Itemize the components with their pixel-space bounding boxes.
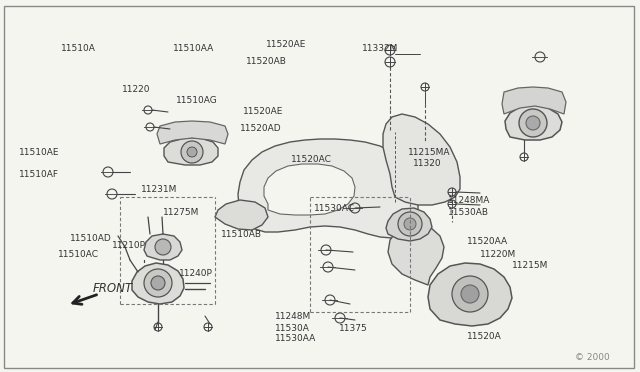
Text: 11510AB: 11510AB — [221, 230, 262, 239]
Text: 11520AE: 11520AE — [266, 40, 306, 49]
Text: 11520AB: 11520AB — [246, 57, 287, 66]
Polygon shape — [132, 263, 184, 304]
Text: 11332M: 11332M — [362, 44, 398, 53]
Text: 11240P: 11240P — [179, 269, 213, 278]
Circle shape — [519, 109, 547, 137]
Polygon shape — [215, 200, 268, 230]
Text: 11520AA: 11520AA — [467, 237, 508, 246]
Text: 11510AG: 11510AG — [176, 96, 218, 105]
Text: 11520A: 11520A — [467, 332, 502, 341]
Text: 11275M: 11275M — [163, 208, 200, 217]
Polygon shape — [164, 138, 218, 165]
Text: 11520AE: 11520AE — [243, 107, 284, 116]
Text: 11248MA: 11248MA — [448, 196, 490, 205]
Polygon shape — [238, 139, 418, 238]
Circle shape — [144, 269, 172, 297]
Polygon shape — [264, 164, 355, 215]
Text: 11510AA: 11510AA — [173, 44, 214, 53]
Text: 11220: 11220 — [122, 85, 150, 94]
Circle shape — [404, 218, 416, 230]
Text: 11510AF: 11510AF — [19, 170, 60, 179]
Circle shape — [452, 276, 488, 312]
Text: 11220M: 11220M — [480, 250, 516, 259]
Text: 11375: 11375 — [339, 324, 368, 333]
Text: 11530AA: 11530AA — [275, 334, 316, 343]
Circle shape — [151, 276, 165, 290]
Text: 11530AC: 11530AC — [314, 204, 355, 213]
Text: 11510AC: 11510AC — [58, 250, 99, 259]
Text: 11510AD: 11510AD — [70, 234, 112, 243]
Text: 11210P: 11210P — [112, 241, 146, 250]
Polygon shape — [502, 87, 566, 114]
Text: 11510AE: 11510AE — [19, 148, 60, 157]
Text: 11231M: 11231M — [141, 185, 177, 194]
Polygon shape — [157, 121, 228, 144]
Text: 11320: 11320 — [413, 159, 442, 168]
Circle shape — [155, 239, 171, 255]
Text: 11520AC: 11520AC — [291, 155, 332, 164]
Text: 11215MA: 11215MA — [408, 148, 451, 157]
Circle shape — [526, 116, 540, 130]
Text: 11248M: 11248M — [275, 312, 312, 321]
Text: 11510A: 11510A — [61, 44, 95, 53]
Polygon shape — [383, 114, 460, 205]
Circle shape — [461, 285, 479, 303]
Text: FRONT: FRONT — [93, 282, 133, 295]
Circle shape — [181, 141, 203, 163]
Circle shape — [187, 147, 197, 157]
Text: 11520AD: 11520AD — [240, 124, 282, 133]
Text: 11530AB: 11530AB — [448, 208, 489, 217]
Polygon shape — [386, 208, 432, 241]
Circle shape — [398, 212, 422, 236]
Polygon shape — [505, 105, 562, 140]
Text: 11215M: 11215M — [512, 262, 548, 270]
Text: 11530A: 11530A — [275, 324, 310, 333]
Text: © 2000: © 2000 — [575, 353, 610, 362]
Polygon shape — [428, 263, 512, 326]
Polygon shape — [144, 234, 182, 260]
Polygon shape — [388, 224, 444, 285]
